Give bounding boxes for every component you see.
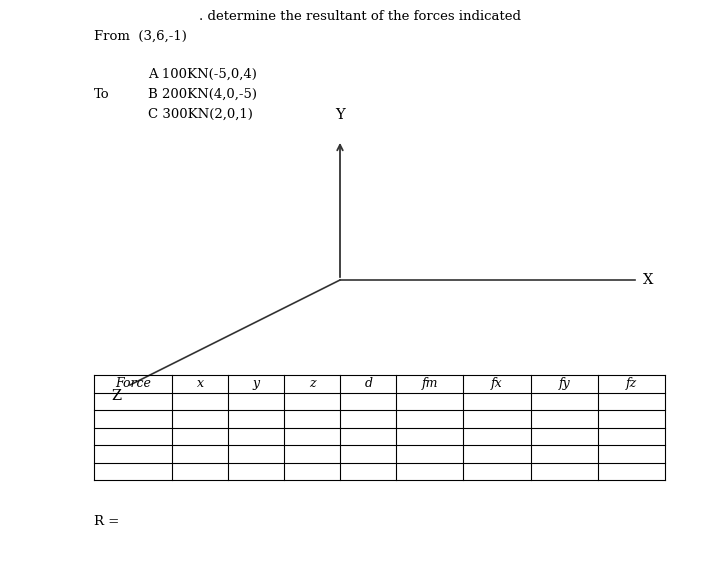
Text: C 300KN(2,0,1): C 300KN(2,0,1) [148, 108, 253, 121]
Text: Y: Y [335, 108, 345, 122]
Text: . determine the resultant of the forces indicated: . determine the resultant of the forces … [199, 10, 521, 23]
Text: R =: R = [94, 515, 120, 528]
Text: Z: Z [112, 389, 122, 403]
Text: fm: fm [422, 377, 438, 390]
Text: fz: fz [626, 377, 637, 390]
Text: A 100KN(-5,0,4): A 100KN(-5,0,4) [148, 68, 257, 81]
Text: X: X [643, 273, 653, 287]
Text: fx: fx [491, 377, 503, 390]
Text: From  (3,6,-1): From (3,6,-1) [94, 30, 187, 43]
Text: To: To [94, 88, 109, 101]
Text: fy: fy [559, 377, 570, 390]
Text: y: y [253, 377, 260, 390]
Text: z: z [309, 377, 315, 390]
Text: d: d [364, 377, 372, 390]
Text: B 200KN(4,0,-5): B 200KN(4,0,-5) [148, 88, 257, 101]
Text: x: x [197, 377, 204, 390]
Text: Force: Force [115, 377, 151, 390]
